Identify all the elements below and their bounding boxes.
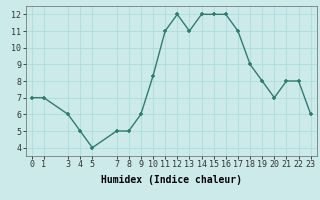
X-axis label: Humidex (Indice chaleur): Humidex (Indice chaleur) bbox=[101, 175, 242, 185]
